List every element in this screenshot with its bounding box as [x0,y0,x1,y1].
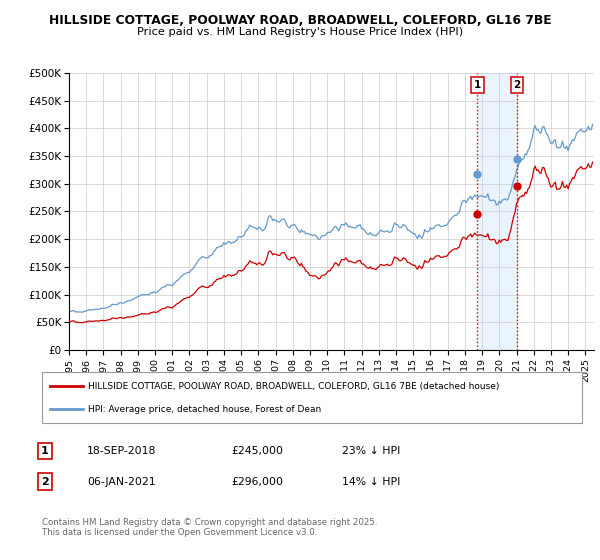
Text: 06-JAN-2021: 06-JAN-2021 [87,477,155,487]
Text: £245,000: £245,000 [231,446,283,456]
Text: 18-SEP-2018: 18-SEP-2018 [87,446,157,456]
Text: 2: 2 [513,80,521,90]
Text: 1: 1 [41,446,49,456]
Text: Contains HM Land Registry data © Crown copyright and database right 2025.
This d: Contains HM Land Registry data © Crown c… [42,518,377,538]
Text: 1: 1 [473,80,481,90]
Text: HPI: Average price, detached house, Forest of Dean: HPI: Average price, detached house, Fore… [88,405,321,414]
Text: HILLSIDE COTTAGE, POOLWAY ROAD, BROADWELL, COLEFORD, GL16 7BE (detached house): HILLSIDE COTTAGE, POOLWAY ROAD, BROADWEL… [88,381,499,390]
Text: 2: 2 [41,477,49,487]
Text: HILLSIDE COTTAGE, POOLWAY ROAD, BROADWELL, COLEFORD, GL16 7BE: HILLSIDE COTTAGE, POOLWAY ROAD, BROADWEL… [49,14,551,27]
Bar [477,73,517,350]
Text: Price paid vs. HM Land Registry's House Price Index (HPI): Price paid vs. HM Land Registry's House … [137,27,463,38]
Text: 14% ↓ HPI: 14% ↓ HPI [342,477,400,487]
Text: 23% ↓ HPI: 23% ↓ HPI [342,446,400,456]
Text: £296,000: £296,000 [231,477,283,487]
